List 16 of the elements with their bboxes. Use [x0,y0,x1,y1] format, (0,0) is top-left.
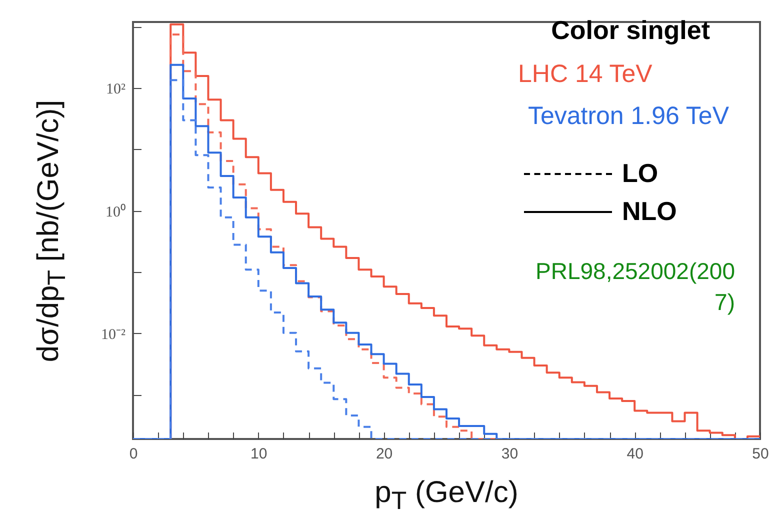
x-tick-label: 40 [626,446,644,462]
x-axis-title: p$_{T}$ (GeV/c) [374,476,518,515]
x-tick-label: 20 [376,446,393,462]
x-tick-label: 10 [250,446,268,462]
annotation: PRL98,252002(2007) [534,257,735,317]
x-tick-label: 30 [501,446,518,462]
annotation: NLO [622,196,677,226]
annotation: LHC 14 TeV [518,60,652,88]
y-tick-label: 10⁰ [106,203,126,220]
x-tick-label: 50 [752,446,769,462]
y-tick-label: 10² [106,82,126,98]
annotation: Tevatron 1.96 TeV [528,102,729,130]
y-tick-label: 10⁻² [101,326,126,343]
x-tick-label: 0 [129,446,138,462]
annotation: LO [622,158,658,188]
legend-title: Color singlet [551,15,710,45]
